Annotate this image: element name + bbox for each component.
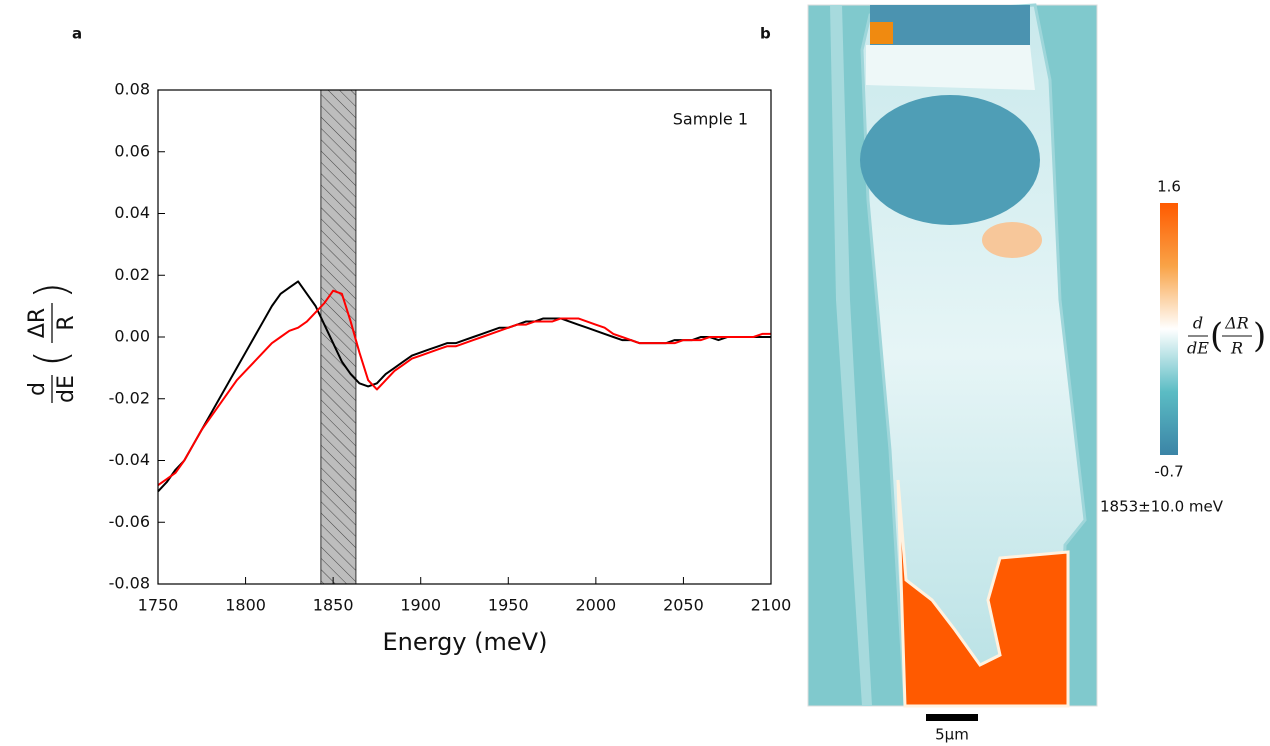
colorbar-max: 1.6 (1157, 178, 1181, 196)
paren: ( (26, 350, 77, 367)
y-title-part: d (25, 382, 50, 396)
x-tick-label: 2000 (575, 596, 616, 615)
scale-bar (926, 714, 978, 721)
y-tick-label: 0.02 (114, 265, 150, 284)
paren: ) (26, 282, 77, 299)
x-axis-title: Energy (meV) (383, 628, 548, 656)
y-axis-title: d dE ( ΔR R ) (25, 282, 79, 403)
colorbar-label: d dE ( ΔR R ) (1187, 314, 1266, 358)
panel-label: a (72, 25, 82, 43)
colorbar-label-part: R (1230, 339, 1243, 358)
y-tick-label: -0.04 (109, 450, 150, 469)
energy-label: 1853±10.0 meV (1100, 498, 1224, 516)
x-tick-label: 1950 (488, 596, 529, 615)
paren: ) (1253, 316, 1266, 356)
y-tick-label: -0.08 (109, 574, 150, 593)
colorbar-min: -0.7 (1154, 463, 1183, 481)
x-tick-label: 2050 (663, 596, 704, 615)
map-region (866, 45, 1035, 90)
colorbar-label-part: d (1193, 314, 1203, 333)
map-region (860, 95, 1040, 225)
y-title-part: dE (54, 375, 79, 403)
y-tick-label: -0.06 (109, 512, 150, 531)
y-tick-label: 0.00 (114, 327, 150, 346)
x-tick-label: 1750 (138, 596, 179, 615)
scale-bar-label: 5μm (935, 726, 969, 744)
x-tick-label: 2100 (751, 596, 792, 615)
y-tick-label: 0.06 (114, 141, 150, 160)
x-tick-label: 1800 (225, 596, 266, 615)
colorbar (1160, 203, 1178, 455)
y-tick-label: 0.08 (114, 80, 150, 99)
map-image (807, 3, 1098, 708)
y-tick-label: -0.02 (109, 388, 150, 407)
plot-frame (157, 89, 772, 585)
annotation: Sample 1 (673, 110, 748, 129)
colorbar-label-part: dE (1187, 339, 1209, 358)
map-region (870, 22, 893, 44)
map-stripe (830, 5, 872, 706)
x-tick-label: 1850 (313, 596, 354, 615)
map-region (896, 479, 1070, 708)
paren: ( (1210, 316, 1223, 356)
y-title-part: ΔR (25, 308, 50, 338)
x-tick-label: 1900 (400, 596, 441, 615)
series-line (157, 280, 771, 493)
map-region (870, 5, 1030, 45)
plot-area (157, 89, 771, 585)
map-region (982, 222, 1042, 258)
y-title-part: R (54, 315, 79, 330)
shaded-region (320, 89, 357, 585)
panel-label: b (760, 25, 771, 43)
colorbar-label-part: ΔR (1224, 314, 1249, 333)
y-tick-label: 0.04 (114, 203, 150, 222)
series-line (157, 289, 771, 487)
